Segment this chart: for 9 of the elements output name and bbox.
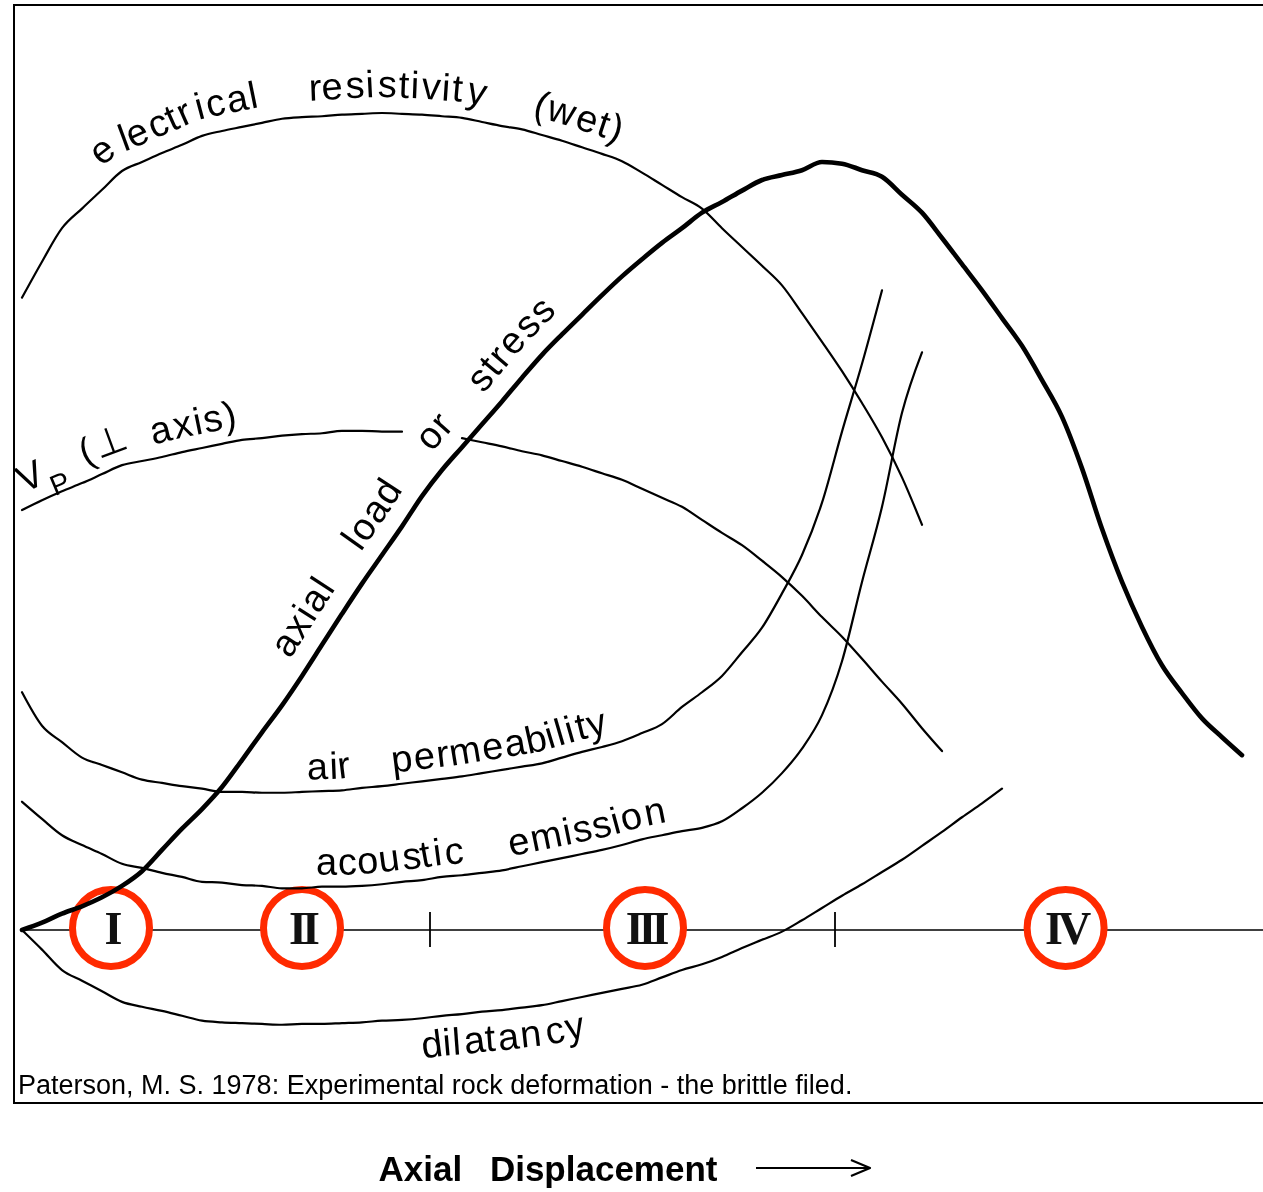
text: Paterson, M. S. 1978: Experimental rock deformation - the brittle filed. [18, 1070, 853, 1100]
annotation: III [625, 903, 669, 954]
annotation: IV [1045, 903, 1091, 954]
annotation: I [104, 903, 122, 954]
series-label: V$_{P}$ (⊥ axis) [9, 392, 242, 502]
series-label: dilatancy [418, 1003, 590, 1067]
series-label: acoustic emission [315, 788, 671, 883]
x-axis-title: Axial Displacement [378, 1149, 718, 1188]
annotation: II [289, 903, 319, 954]
